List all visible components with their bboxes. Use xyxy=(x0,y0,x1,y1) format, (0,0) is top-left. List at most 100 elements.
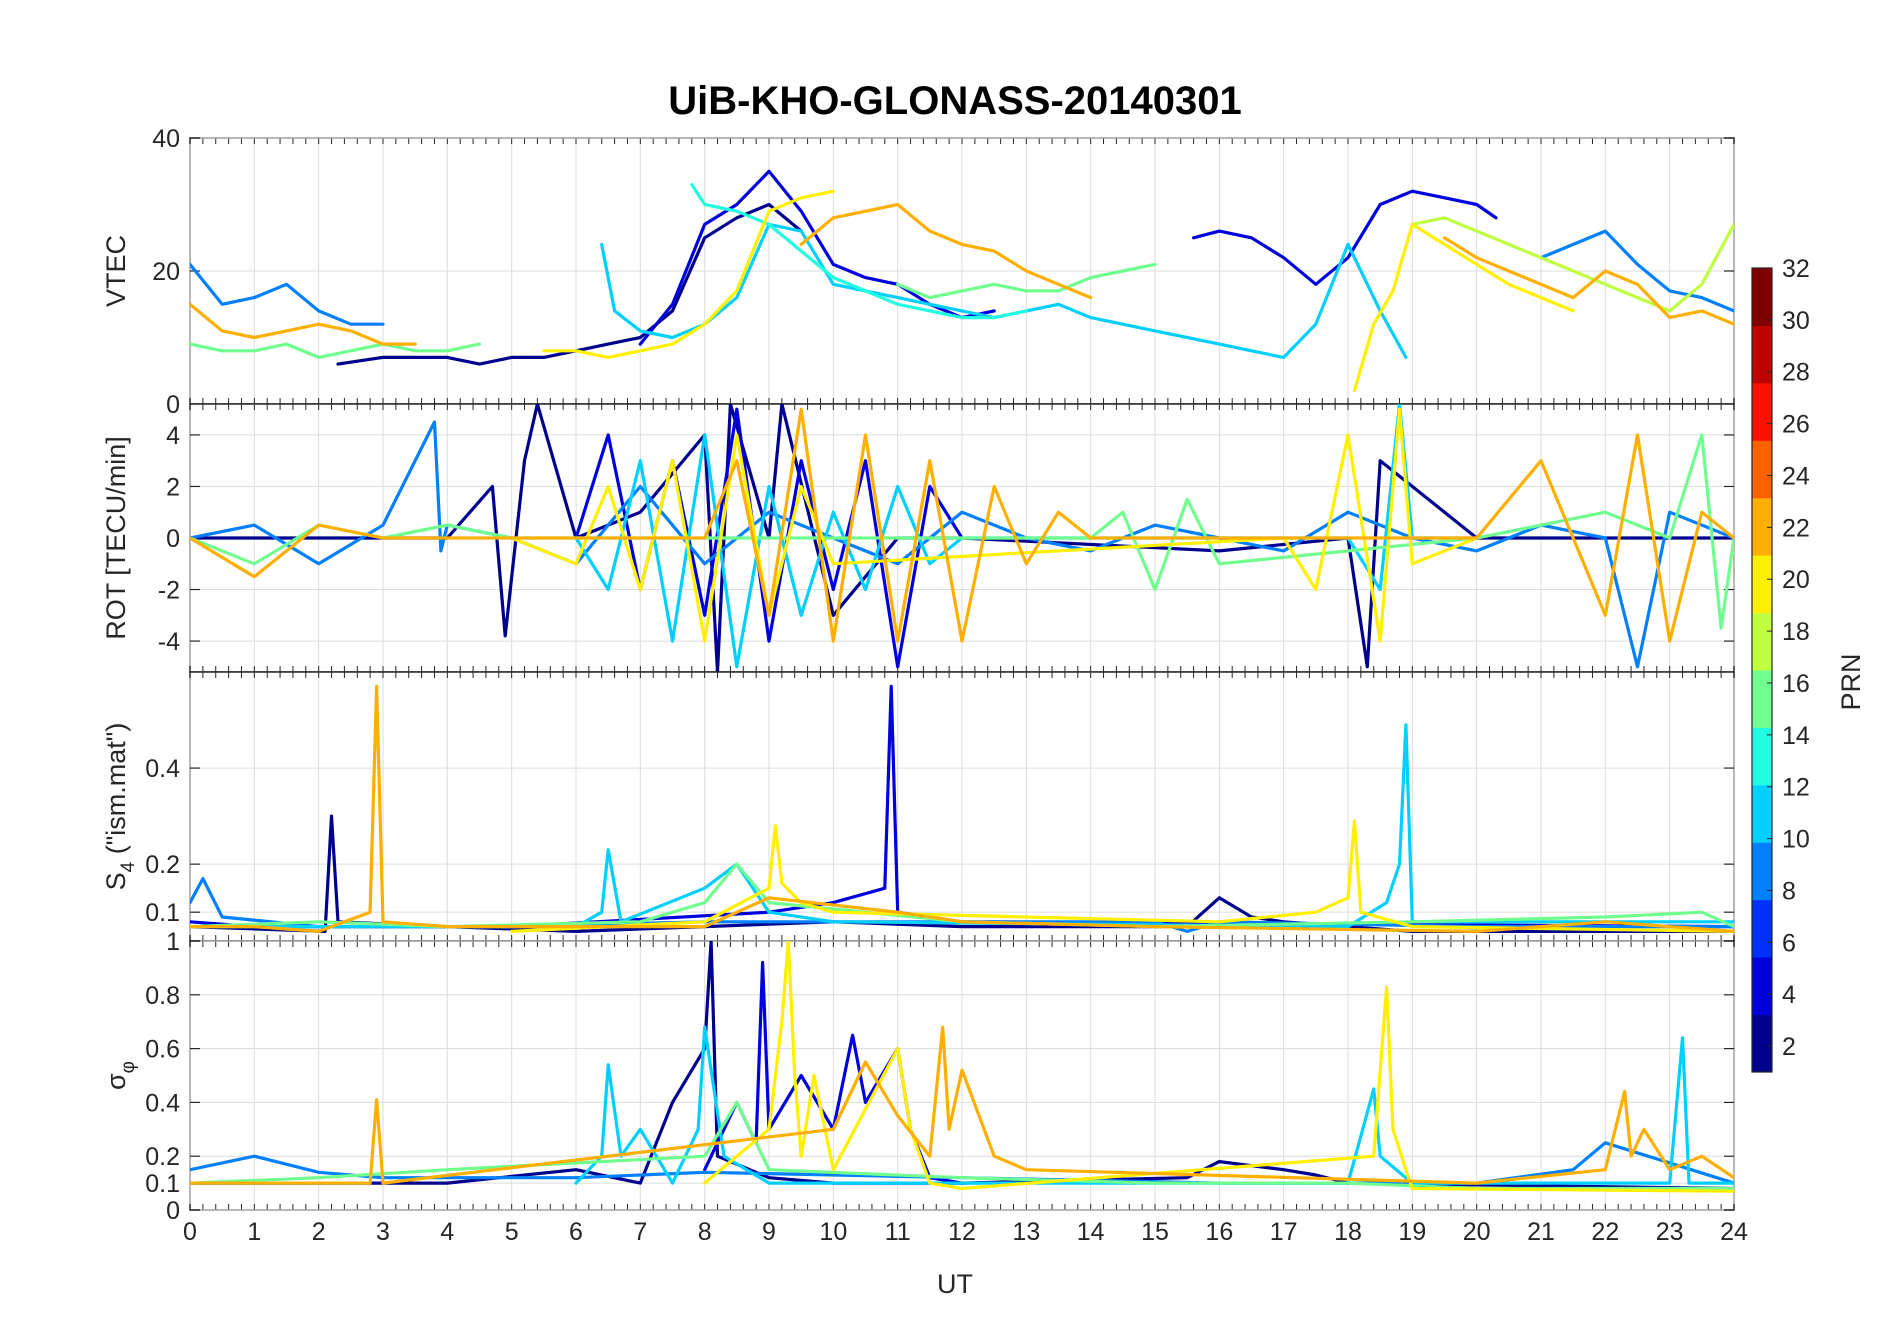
colorbar-tick-label: 26 xyxy=(1782,411,1810,439)
y-axis-label: S4 ("ism.mat") xyxy=(101,723,139,891)
colorbar-frame xyxy=(1751,267,1773,1073)
y-tick-label: 40 xyxy=(152,125,180,153)
x-tick-label: 12 xyxy=(948,1218,976,1246)
y-tick-label: 4 xyxy=(166,422,180,450)
colorbar-segment xyxy=(1752,382,1772,441)
series-prn-23 xyxy=(190,407,1734,643)
colorbar-tick-label: 2 xyxy=(1782,1033,1796,1061)
panel-vtec: 0 20 40 VTEC xyxy=(101,125,1735,419)
series-prn-17 xyxy=(1410,216,1734,313)
series-prn-12 xyxy=(574,404,1479,669)
colorbar-tick-label: 32 xyxy=(1782,255,1810,283)
colorbar-tick-label: 22 xyxy=(1782,514,1810,542)
series-prn-23 xyxy=(190,302,417,346)
y-tick-label: 0.4 xyxy=(145,755,180,783)
colorbar-segment xyxy=(1752,555,1772,614)
panel-vtec-series xyxy=(190,169,1734,393)
series-prn-13 xyxy=(690,183,1028,320)
y-tick-label: -4 xyxy=(158,628,180,656)
y-axis-label: σφ xyxy=(101,1061,139,1090)
y-tick-label: 0.4 xyxy=(145,1089,180,1117)
colorbar-label: PRN xyxy=(1836,653,1866,710)
series-prn-23 xyxy=(190,684,1734,933)
x-tick-label: 8 xyxy=(698,1218,712,1246)
y-tick-label: 0 xyxy=(166,1197,180,1225)
colorbar-tick-label: 12 xyxy=(1782,774,1810,802)
x-tick-label: 22 xyxy=(1591,1218,1619,1246)
colorbar-segment xyxy=(1752,784,1772,843)
colorbar-tick-label: 6 xyxy=(1782,929,1796,957)
series-prn-9 xyxy=(1539,229,1734,313)
series-prn-20 xyxy=(510,819,1734,933)
y-axis-label: VTEC xyxy=(101,235,131,307)
series-prn-4 xyxy=(1192,189,1498,286)
colorbar-segment xyxy=(1752,612,1772,671)
colorbar-segment xyxy=(1752,440,1772,499)
y-tick-label: 2 xyxy=(166,473,180,501)
x-tick-label: 9 xyxy=(762,1218,776,1246)
y-tick-label: -2 xyxy=(158,577,180,605)
y-tick-label: 20 xyxy=(152,258,180,286)
y-tick-label: 0 xyxy=(166,525,180,553)
colorbar-segment xyxy=(1752,670,1772,728)
series-prn-16 xyxy=(896,262,1157,300)
chart-title: UiB-KHO-GLONASS-20140301 xyxy=(668,79,1242,123)
series-prn-8 xyxy=(190,1141,1734,1185)
colorbar-segment xyxy=(1752,497,1772,556)
x-tick-label: 17 xyxy=(1270,1218,1298,1246)
x-tick-label: 2 xyxy=(312,1218,326,1246)
x-tick-label: 24 xyxy=(1720,1218,1748,1246)
x-tick-label: 7 xyxy=(633,1218,647,1246)
series-prn-2 xyxy=(190,404,1734,672)
x-tick-label: 13 xyxy=(1012,1218,1040,1246)
x-tick-label: 3 xyxy=(376,1218,390,1246)
series-prn-2 xyxy=(190,941,1734,1191)
x-axis-label: UT xyxy=(937,1269,973,1299)
series-prn-12 xyxy=(190,723,1734,929)
x-tick-label: 6 xyxy=(569,1218,583,1246)
colorbar-tick-label: 10 xyxy=(1782,826,1810,854)
x-tick-label: 18 xyxy=(1334,1218,1362,1246)
series-prn-20 xyxy=(542,189,835,359)
series-prn-3 xyxy=(336,202,803,366)
colorbar-tick-label: 16 xyxy=(1782,670,1810,698)
series-prn-20 xyxy=(1352,222,1575,393)
series-prn-15 xyxy=(190,342,482,359)
y-tick-label: 0 xyxy=(166,391,180,419)
colorbar-tick-label: 8 xyxy=(1782,877,1796,905)
panel-s4: 0.1 0.2 0.4S4 ("ism.mat") xyxy=(101,671,1735,942)
x-tick-label: 5 xyxy=(505,1218,519,1246)
x-tick-label: 0 xyxy=(183,1218,197,1246)
colorbar-tick-label: 28 xyxy=(1782,359,1810,387)
colorbar-segment xyxy=(1752,325,1772,384)
colorbar-segment xyxy=(1752,1014,1772,1073)
series-prn-8 xyxy=(190,262,385,326)
x-tick-label: 1 xyxy=(247,1218,261,1246)
x-tick-label: 16 xyxy=(1205,1218,1233,1246)
x-tick-label: 20 xyxy=(1463,1218,1491,1246)
y-tick-label: 0.1 xyxy=(145,1170,180,1198)
panel-s4-series xyxy=(190,684,1734,933)
colorbar-segment xyxy=(1752,268,1772,326)
colorbar-segment xyxy=(1752,727,1772,786)
y-tick-label: 0.2 xyxy=(145,851,180,879)
y-axis-label: ROT [TECU/min] xyxy=(101,436,131,640)
x-tick-label: 21 xyxy=(1527,1218,1555,1246)
colorbar-tick-label: 24 xyxy=(1782,462,1810,490)
x-tick-label: 4 xyxy=(440,1218,454,1246)
panel-sigma_phi-series xyxy=(190,941,1734,1193)
y-tick-label: 0.1 xyxy=(145,899,180,927)
x-tick-label: 19 xyxy=(1398,1218,1426,1246)
panel-rot: -4 -2 0 2 4 ROT [TECU/min] xyxy=(101,403,1735,673)
colorbar-segment xyxy=(1752,957,1772,1016)
y-tick-label: 0.6 xyxy=(145,1036,180,1064)
series-prn-20 xyxy=(510,407,1479,643)
colorbar-tick-label: 30 xyxy=(1782,307,1810,335)
series-prn-23 xyxy=(1442,236,1734,326)
colorbar-tick-label: 18 xyxy=(1782,618,1810,646)
